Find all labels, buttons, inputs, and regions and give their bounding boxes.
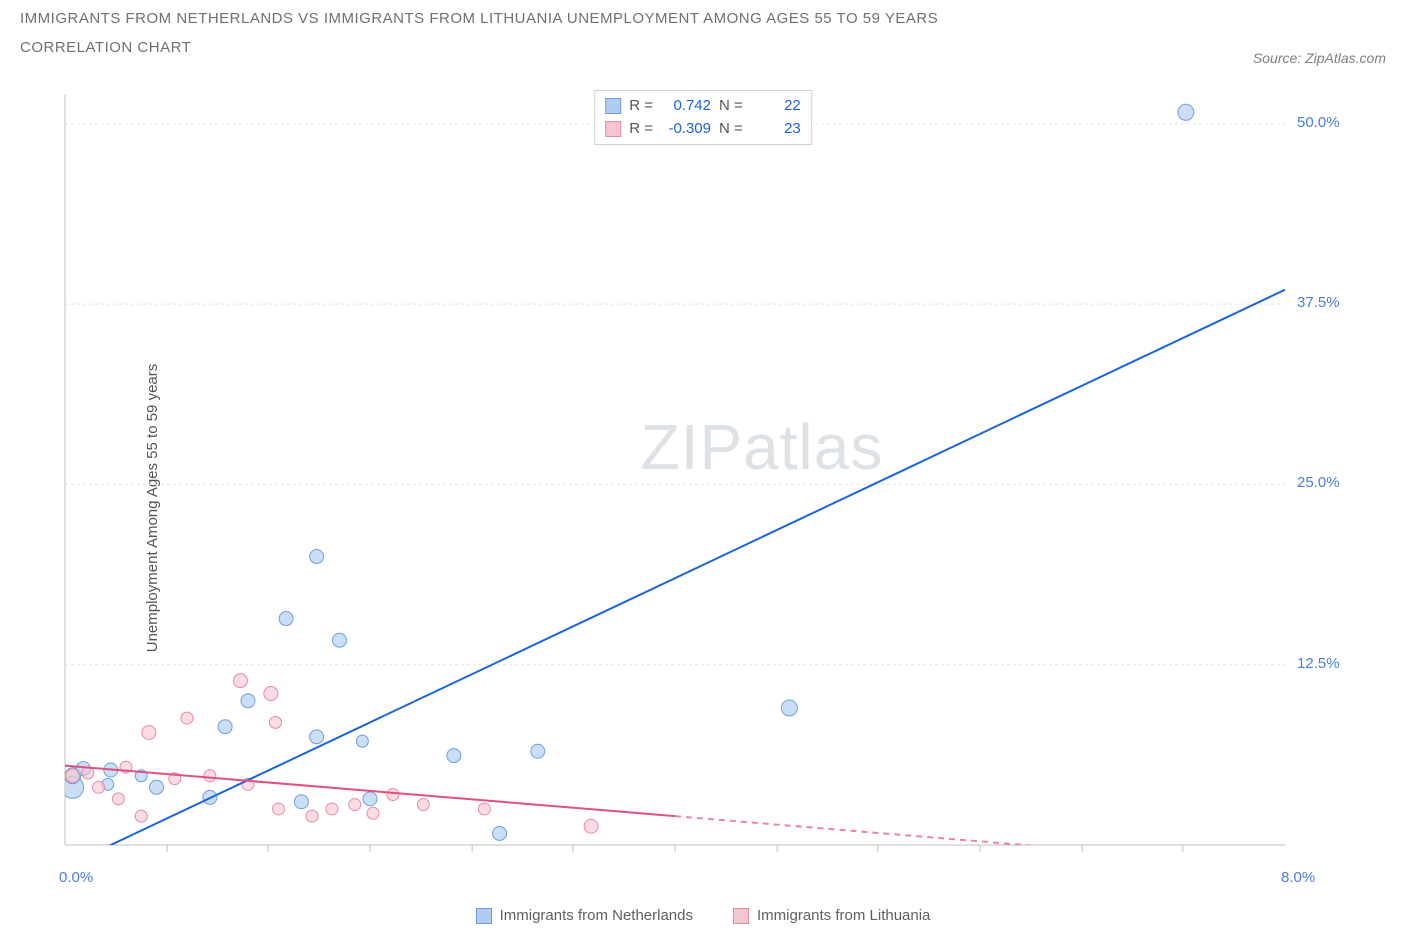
legend-swatch-0: [605, 98, 621, 114]
legend-series-swatch-1: [733, 908, 749, 924]
legend-swatch-1: [605, 121, 621, 137]
legend-series-label-0: Immigrants from Netherlands: [500, 907, 693, 924]
source-attribution: Source: ZipAtlas.com: [1253, 50, 1386, 66]
source-label: Source:: [1253, 50, 1301, 66]
legend-r-value-0: 0.742: [661, 95, 711, 118]
title-area: IMMIGRANTS FROM NETHERLANDS VS IMMIGRANT…: [20, 10, 1386, 68]
y-tick-label: 12.5%: [1297, 655, 1398, 672]
legend-r-label-1: R =: [629, 118, 653, 141]
scatter-plot: [55, 85, 1335, 875]
y-tick-label: 25.0%: [1297, 474, 1398, 491]
legend-r-value-1: -0.309: [661, 118, 711, 141]
legend-n-value-1: 23: [751, 118, 801, 141]
page: IMMIGRANTS FROM NETHERLANDS VS IMMIGRANT…: [0, 0, 1406, 930]
legend-n-label-1: N =: [719, 118, 743, 141]
legend-stats-row-0: R = 0.742 N = 22: [605, 95, 801, 118]
legend-stats-row-1: R = -0.309 N = 23: [605, 118, 801, 141]
y-tick-label: 37.5%: [1297, 294, 1398, 311]
legend-series-item-1: Immigrants from Lithuania: [733, 907, 930, 924]
y-tick-label: 50.0%: [1297, 114, 1398, 131]
chart-container: Unemployment Among Ages 55 to 59 years Z…: [0, 85, 1406, 930]
source-value: ZipAtlas.com: [1305, 50, 1386, 66]
legend-n-label-0: N =: [719, 95, 743, 118]
legend-n-value-0: 22: [751, 95, 801, 118]
chart-title-line1: IMMIGRANTS FROM NETHERLANDS VS IMMIGRANT…: [20, 10, 1386, 27]
legend-r-label-0: R =: [629, 95, 653, 118]
legend-series-item-0: Immigrants from Netherlands: [476, 907, 693, 924]
legend-series-swatch-0: [476, 908, 492, 924]
chart-title-line2: CORRELATION CHART: [20, 39, 1386, 56]
x-axis-left-tick: 0.0%: [59, 869, 93, 886]
x-axis-right-tick: 8.0%: [1281, 869, 1315, 886]
legend-stats: R = 0.742 N = 22 R = -0.309 N = 23: [594, 90, 812, 145]
legend-series: Immigrants from Netherlands Immigrants f…: [0, 907, 1406, 924]
legend-series-label-1: Immigrants from Lithuania: [757, 907, 930, 924]
